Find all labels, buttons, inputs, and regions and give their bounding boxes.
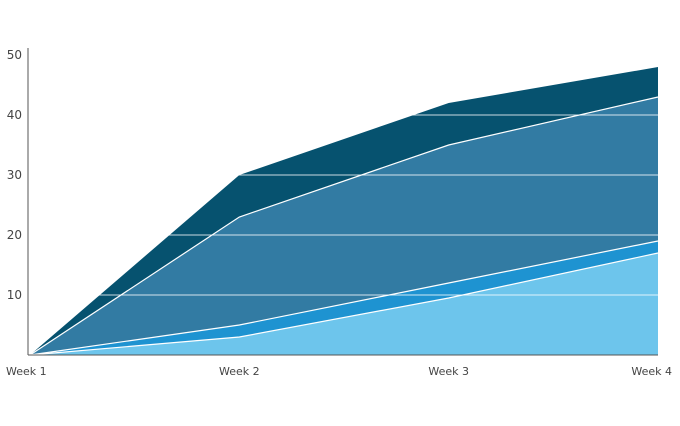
x-tick-label: Week 1: [6, 365, 47, 378]
y-axis-ticks: 10 20 30 40 50: [7, 48, 22, 302]
x-axis-ticks: Week 1 Week 2 Week 3 Week 4: [6, 365, 672, 378]
y-tick-label: 50: [7, 48, 22, 62]
y-tick-label: 20: [7, 228, 22, 242]
x-tick-label: Week 3: [428, 365, 469, 378]
axes: [27, 48, 658, 356]
x-tick-label: Week 2: [219, 365, 260, 378]
area-layers: [29, 67, 659, 356]
y-tick-label: 10: [7, 288, 22, 302]
y-tick-label: 40: [7, 108, 22, 122]
series-boundary-line-2: [29, 240, 659, 356]
area-series-4: [30, 67, 658, 355]
area-series-1: [30, 253, 658, 355]
series-boundary-line-3: [29, 96, 659, 356]
series-boundary-line-1: [29, 252, 659, 356]
y-tick-label: 30: [7, 168, 22, 182]
x-tick-label: Week 4: [631, 365, 672, 378]
area-series-3: [30, 97, 658, 355]
gridlines: [30, 54, 658, 296]
